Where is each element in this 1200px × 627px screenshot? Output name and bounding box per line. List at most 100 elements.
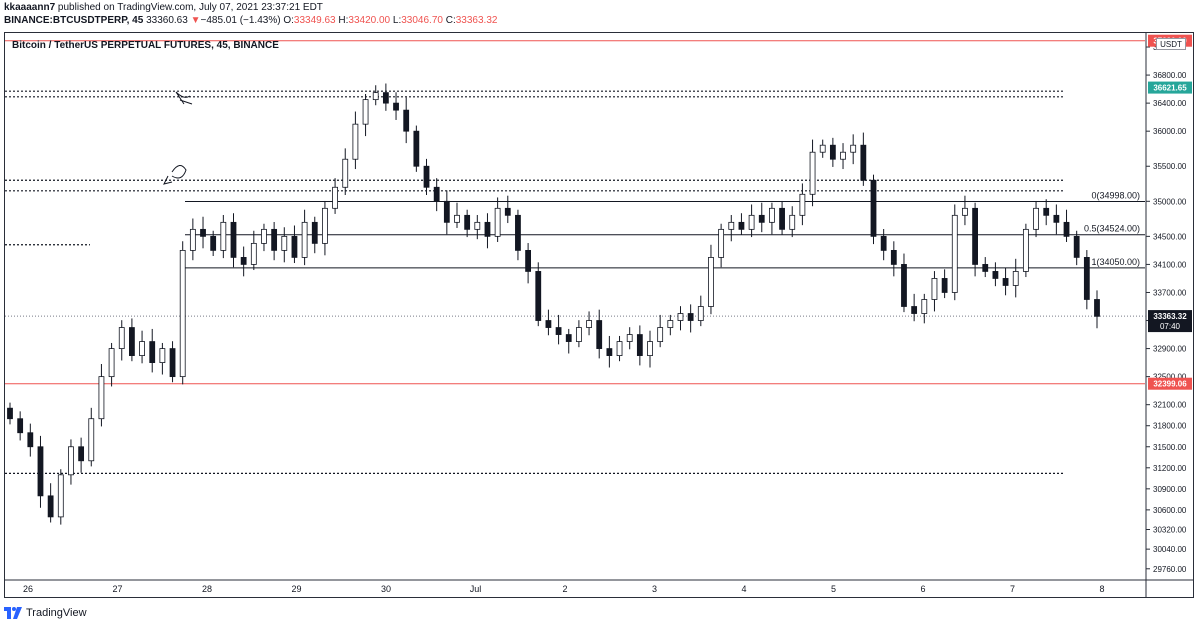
hand-drawn-circle-annotation[interactable]	[163, 165, 187, 185]
chart-frame[interactable]	[4, 32, 1194, 598]
candle-body-68	[697, 306, 704, 321]
x-tick-label-2: 28	[202, 584, 212, 594]
candle-body-36	[372, 92, 379, 101]
candle-body-11	[118, 327, 125, 349]
candle-body-88	[901, 264, 907, 307]
candle-body-15	[159, 348, 166, 364]
y-tick-label-5: 31200.00	[1153, 464, 1187, 473]
x-tick-label-9: 5	[831, 584, 836, 594]
candle-body-32	[332, 186, 338, 209]
y-tick-label-17: 36000.00	[1153, 127, 1187, 136]
candle-body-74	[758, 214, 765, 223]
publish-info: published on TradingView.com, July 07, 2…	[55, 2, 323, 13]
candle-body-25	[261, 228, 267, 244]
candle-body-39	[403, 109, 410, 132]
candle-body-90	[921, 299, 928, 314]
candle-body-71	[728, 221, 735, 230]
candle-body-105	[1073, 235, 1080, 258]
candle-body-46	[474, 221, 481, 230]
candle-body-91	[931, 278, 938, 300]
y-tick-label-9: 32500.00	[1153, 373, 1187, 382]
candle-body-18	[189, 228, 196, 251]
close-value: 33363.32	[455, 15, 498, 26]
candle-body-16	[169, 348, 176, 378]
candle-body-97	[992, 271, 999, 279]
candle-body-96	[982, 264, 989, 272]
y-tick-label-3: 30600.00	[1153, 506, 1187, 515]
candle-body-30	[311, 221, 318, 244]
high-value: 33420.00	[348, 15, 391, 26]
low-value: 33046.70	[401, 15, 443, 26]
candle-body-37	[382, 92, 389, 104]
candle-body-65	[667, 320, 674, 328]
candle-body-93	[951, 214, 958, 293]
candle-body-75	[769, 207, 775, 223]
candle-body-100	[1022, 228, 1029, 272]
y-tick-label-1: 30040.00	[1153, 545, 1187, 554]
y-tick-label-7: 31800.00	[1153, 422, 1187, 431]
candle-body-77	[789, 214, 796, 230]
candle-body-27	[281, 235, 288, 251]
candle-body-34	[352, 123, 359, 160]
y-tick-label-16: 35500.00	[1153, 162, 1187, 171]
price-axis-label-0: 36621.65	[1153, 84, 1187, 93]
candle-body-106	[1083, 257, 1090, 300]
candle-body-95	[972, 207, 978, 265]
candle-body-2	[27, 432, 34, 448]
candle-body-10	[108, 348, 115, 378]
candle-body-6	[68, 446, 74, 476]
candle-body-73	[748, 214, 755, 230]
candle-body-31	[322, 207, 328, 244]
candle-body-57	[586, 320, 592, 328]
candle-body-23	[240, 257, 247, 265]
candle-body-104	[1063, 221, 1070, 237]
ohlc-line: BINANCE:BTCUSDTPERP, 45 33360.63 ▼−485.0…	[4, 15, 497, 26]
candle-body-35	[362, 99, 369, 125]
candle-body-29	[301, 221, 308, 258]
candle-body-13	[139, 341, 145, 356]
candle-body-94	[962, 207, 968, 216]
symbol-label: BINANCE:BTCUSDTPERP, 45	[4, 15, 144, 26]
y-tick-label-13: 34100.00	[1153, 260, 1187, 269]
close-label: C:	[445, 15, 456, 26]
down-arrow-icon: ▼	[190, 15, 201, 26]
candle-body-98	[1002, 278, 1009, 286]
candle-body-4	[47, 495, 54, 518]
candle-body-41	[423, 165, 430, 188]
candle-body-42	[433, 186, 440, 202]
currency-button[interactable]: USDT	[1156, 38, 1186, 50]
y-tick-label-8: 32100.00	[1153, 401, 1187, 410]
candle-body-55	[565, 334, 572, 342]
candle-body-59	[606, 348, 613, 356]
publisher-username[interactable]: kkaaaann7	[4, 2, 56, 13]
candle-body-49	[504, 207, 511, 216]
candle-body-81	[829, 144, 836, 160]
y-tick-label-12: 33700.00	[1153, 288, 1187, 297]
candle-body-52	[535, 271, 542, 321]
candle-body-50	[515, 214, 521, 251]
publisher-line: kkaaaann7 published on TradingView.com, …	[4, 2, 323, 13]
candle-body-70	[718, 228, 725, 258]
candle-body-17	[179, 249, 186, 378]
price-change: −485.01 (−1.43%)	[200, 15, 281, 26]
price-axis-label-2: 32399.06	[1153, 380, 1187, 389]
candle-body-62	[636, 334, 643, 356]
high-label: H:	[338, 15, 349, 26]
candle-body-44	[454, 214, 460, 223]
fib-level-label-0: 0(34998.00)	[1091, 190, 1140, 200]
hand-drawn-arrow-annotation[interactable]	[175, 91, 193, 105]
y-tick-label-18: 36400.00	[1153, 99, 1187, 108]
footer-brand[interactable]: TradingView	[4, 604, 87, 622]
fib-level-label-2: 1(34050.00)	[1091, 257, 1140, 267]
low-label: L:	[392, 15, 402, 26]
brand-name: TradingView	[26, 607, 87, 619]
price-axis-label-bg-0	[1148, 81, 1192, 94]
open-value: 33349.63	[293, 15, 336, 26]
candle-body-92	[941, 278, 948, 293]
x-tick-label-8: 4	[741, 584, 746, 594]
candle-body-48	[494, 207, 501, 237]
y-tick-label-4: 30900.00	[1153, 485, 1187, 494]
x-tick-label-12: 8	[1099, 584, 1104, 594]
candle-body-33	[342, 158, 349, 188]
